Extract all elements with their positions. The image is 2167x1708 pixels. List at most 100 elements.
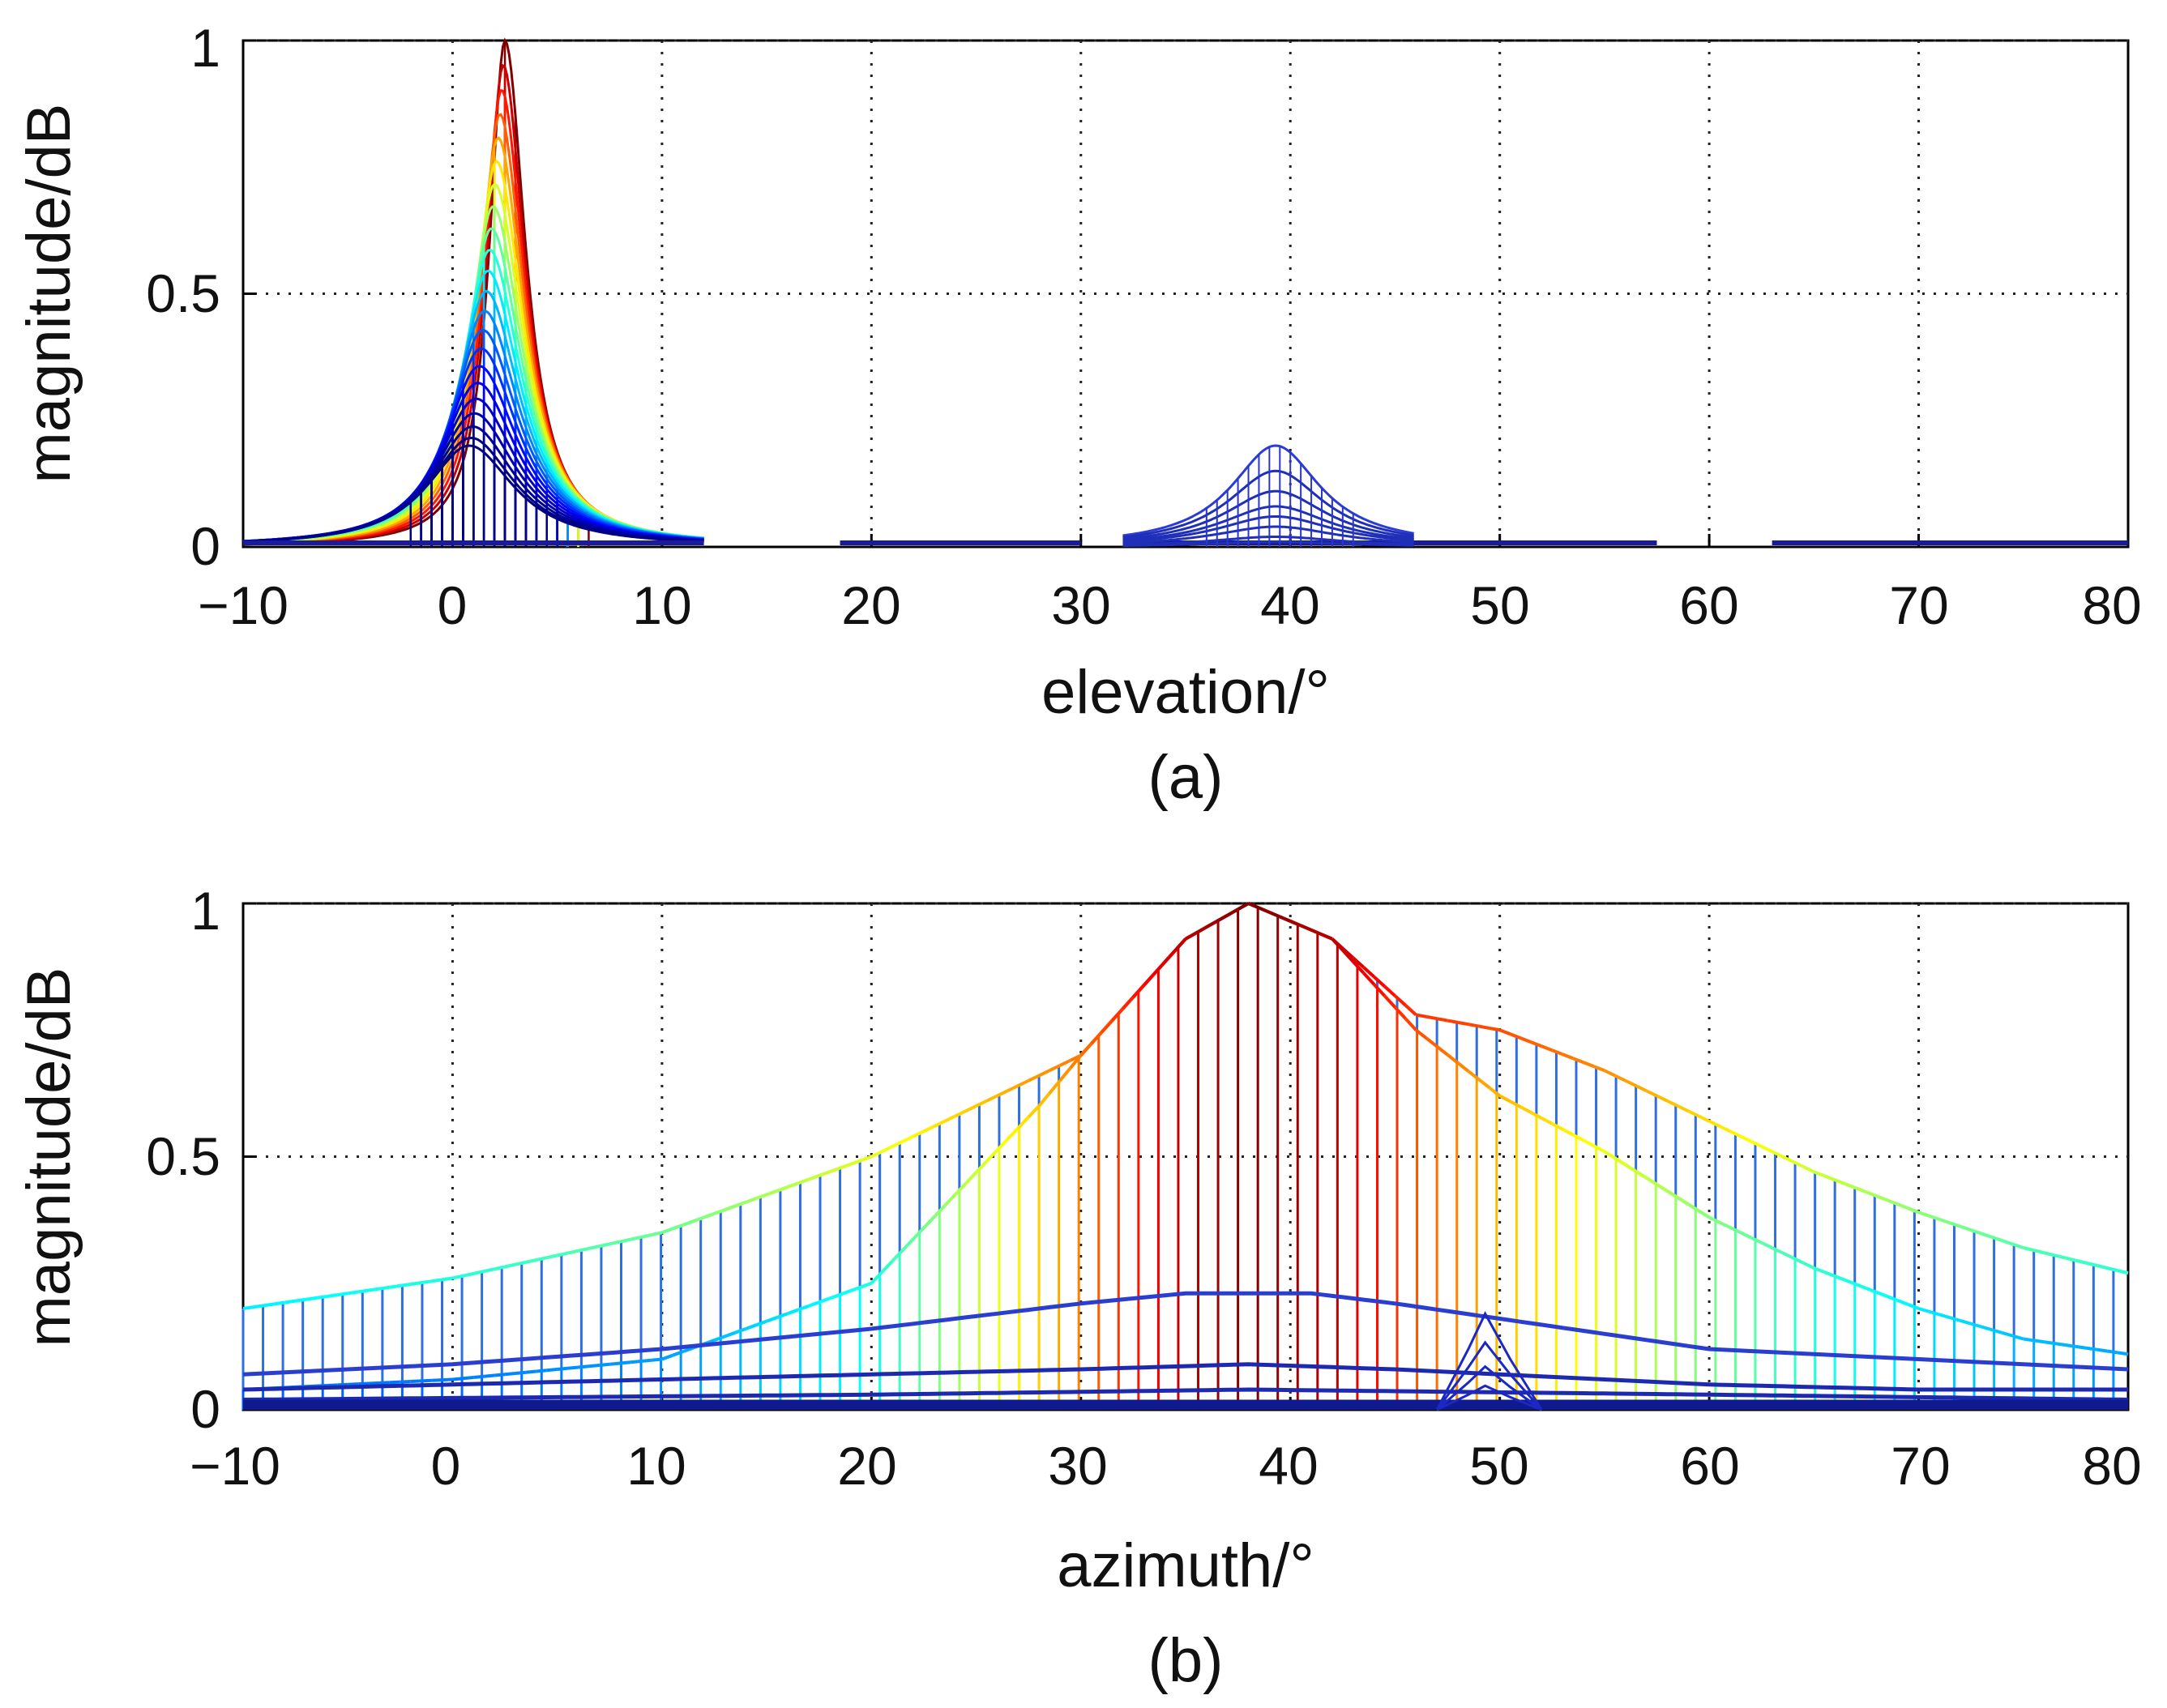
lower-envelope-segment (630, 1360, 642, 1364)
upper-envelope-segment (1541, 1044, 1553, 1053)
y-tick-label: 0.5 (146, 263, 220, 323)
upper-envelope-segment (1572, 1057, 1584, 1065)
upper-envelope-segment (1823, 1174, 1836, 1182)
lower-envelope-segment (2075, 1344, 2087, 1350)
secondary-peak-slice-line (1122, 469, 1414, 539)
x-axis-label-a: elevation/° (1041, 658, 1330, 727)
upper-envelope-segment (1896, 1202, 1909, 1211)
lower-envelope-segment (1341, 949, 1355, 963)
upper-envelope-segment (1352, 956, 1366, 969)
lower-envelope-segment (734, 1327, 746, 1334)
lower-envelope-segment (1352, 960, 1366, 975)
upper-envelope-segment (368, 1287, 380, 1292)
lower-envelope-segment (1048, 1079, 1062, 1095)
lower-envelope-segment (1928, 1309, 1940, 1317)
upper-envelope-segment (242, 1305, 254, 1310)
secondary-peak-slice-line (1122, 444, 1414, 537)
upper-envelope-segment (389, 1283, 401, 1289)
lower-envelope-segment (891, 1249, 904, 1262)
lower-envelope-segment (1613, 1156, 1626, 1167)
lower-envelope-segment (1090, 1031, 1104, 1045)
lower-envelope-segment (1446, 1053, 1460, 1065)
lower-envelope-segment (776, 1312, 789, 1319)
lower-envelope-segment (1477, 1078, 1490, 1089)
secondary-peak-slice-line (1122, 489, 1414, 540)
lower-envelope-segment (2106, 1349, 2118, 1355)
upper-envelope-segment (472, 1270, 485, 1275)
lower-envelope-segment (2065, 1343, 2076, 1348)
upper-envelope-segment (1917, 1211, 1930, 1218)
upper-envelope-segment (598, 1242, 610, 1249)
upper-envelope-segment (703, 1211, 716, 1219)
lower-envelope-segment (1938, 1313, 1951, 1320)
upper-envelope-segment (1394, 994, 1407, 1007)
upper-envelope-segment (1519, 1036, 1532, 1044)
upper-envelope-segment (797, 1177, 810, 1185)
lower-envelope-segment (1037, 1092, 1051, 1108)
lower-envelope-segment (1321, 933, 1333, 941)
lower-envelope-segment (2044, 1340, 2055, 1346)
upper-envelope-segment (1362, 966, 1375, 979)
upper-envelope-segment (1792, 1159, 1805, 1168)
upper-envelope-segment (327, 1293, 338, 1298)
x-tick-label: 0 (431, 1436, 461, 1496)
secondary-peak-slice-line (1122, 515, 1414, 543)
x-tick-label: 20 (837, 1436, 896, 1496)
upper-envelope-segment (870, 1150, 883, 1159)
lower-envelope-segment (1802, 1261, 1815, 1270)
upper-envelope-segment (630, 1235, 642, 1241)
series-b (241, 902, 2129, 1411)
upper-envelope-segment (2033, 1249, 2045, 1255)
upper-envelope-segment (2023, 1246, 2035, 1253)
y-tick-label: 0 (190, 516, 220, 576)
lower-envelope-segment (1960, 1319, 1972, 1326)
lower-envelope-segment (389, 1380, 400, 1385)
lower-envelope-segment (1781, 1251, 1794, 1260)
lower-envelope-segment (1300, 924, 1312, 932)
upper-envelope-segment (1855, 1186, 1867, 1194)
lower-envelope-segment (2002, 1331, 2014, 1338)
secondary-peak-slice-line (1122, 540, 1414, 547)
upper-envelope-segment (1613, 1074, 1626, 1082)
lower-envelope-segment (755, 1319, 767, 1327)
lower-envelope-segment (1079, 1042, 1093, 1057)
upper-envelope-segment (1049, 1064, 1061, 1073)
caption-b: (b) (1148, 1626, 1224, 1695)
lower-envelope-segment (1760, 1240, 1773, 1249)
lower-envelope-segment (1813, 1266, 1825, 1274)
upper-envelope-segment (1781, 1155, 1794, 1164)
lower-envelope-segment (1603, 1150, 1616, 1160)
upper-envelope-segment (494, 1265, 506, 1271)
upper-envelope-segment (651, 1231, 663, 1237)
lower-envelope-segment (912, 1227, 925, 1240)
upper-envelope-segment (776, 1185, 789, 1193)
lower-envelope-segment (1111, 1007, 1124, 1022)
lower-envelope-segment (870, 1270, 883, 1285)
upper-envelope-segment (1530, 1040, 1543, 1048)
upper-envelope-segment (1059, 1058, 1071, 1067)
upper-envelope-segment (1729, 1129, 1742, 1138)
upper-envelope-segment (1740, 1134, 1752, 1143)
y-ticks-b: 0 0.5 1 (146, 881, 220, 1439)
upper-envelope-segment (1949, 1221, 1961, 1228)
lower-envelope-segment (452, 1377, 464, 1381)
upper-envelope-segment (985, 1094, 998, 1103)
upper-envelope-segment (975, 1099, 988, 1108)
upper-envelope-segment (2106, 1266, 2118, 1273)
lower-envelope-segment (1101, 1019, 1114, 1034)
upper-envelope-segment (1656, 1094, 1669, 1103)
upper-envelope-segment (755, 1193, 767, 1200)
upper-envelope-segment (1687, 1109, 1700, 1118)
upper-envelope-segment (1876, 1194, 1888, 1202)
lower-envelope-segment (567, 1365, 579, 1370)
upper-envelope-segment (891, 1139, 904, 1148)
upper-envelope-segment (1760, 1145, 1773, 1154)
lower-envelope-segment (954, 1182, 968, 1196)
y-tick-label: 0.5 (146, 1126, 220, 1186)
lower-envelope-segment (1310, 928, 1323, 937)
x-ticks-a: −10 0 10 20 30 40 50 60 70 80 (198, 575, 2142, 635)
lower-envelope-segment (1016, 1116, 1030, 1129)
upper-envelope-segment (347, 1290, 359, 1296)
upper-envelope-segment (452, 1274, 464, 1280)
caption-a: (a) (1148, 743, 1224, 812)
